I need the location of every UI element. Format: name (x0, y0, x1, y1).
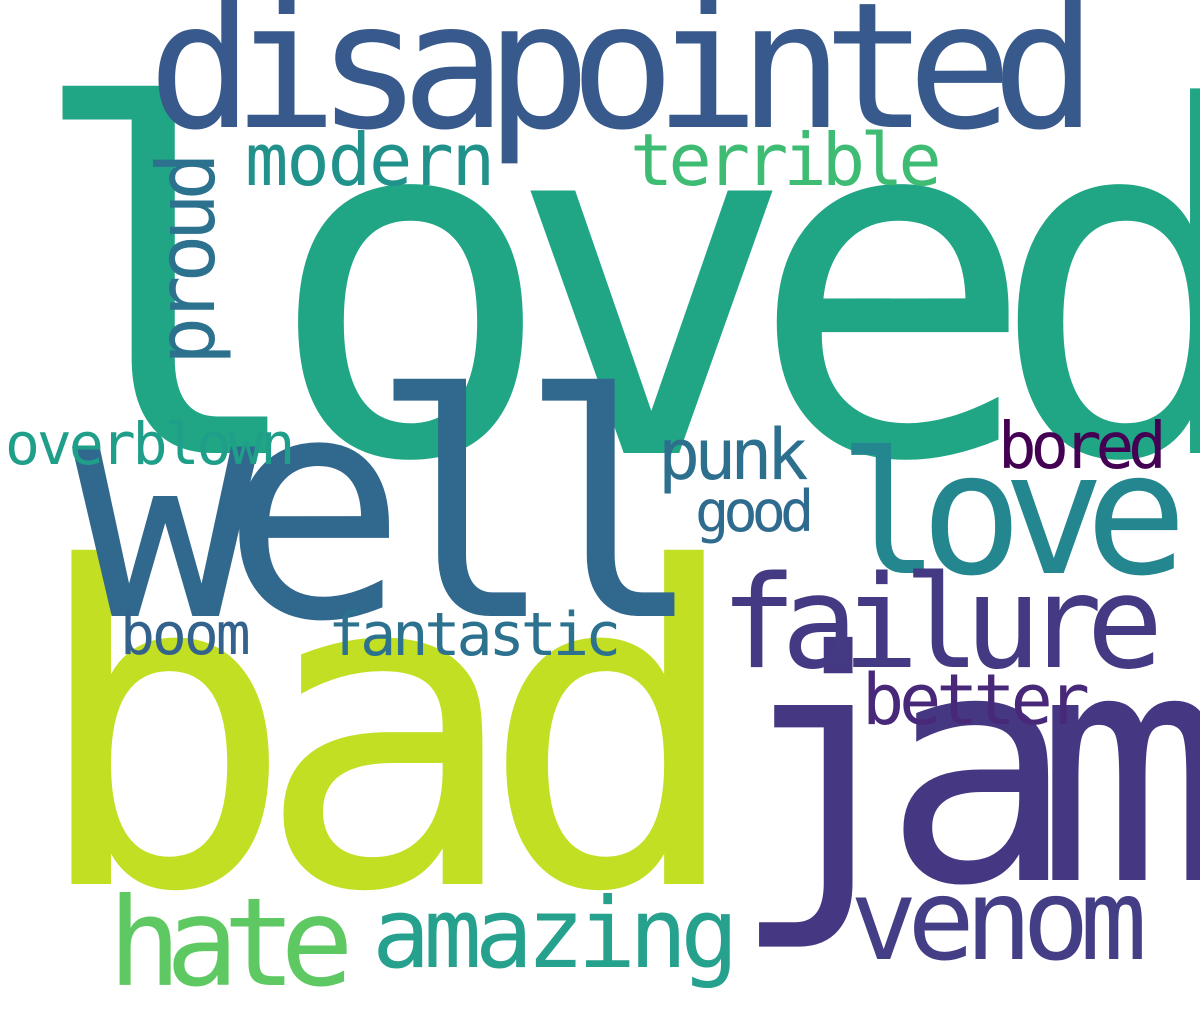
word-amazing: amazing (372, 877, 739, 990)
word-punk: punk (658, 414, 809, 496)
word-love: love (838, 416, 1187, 614)
word-jam: jam (730, 584, 1200, 956)
word-well: well (72, 329, 705, 690)
word-proud: proud (140, 159, 233, 365)
word-bad: bad (30, 476, 745, 988)
word-boom: boom (120, 600, 251, 668)
word-venom: venom (850, 856, 1147, 986)
word-loved: loved (25, 8, 1200, 567)
word-better: better (862, 659, 1090, 741)
word-hate: hate (108, 872, 354, 1014)
word-fantastic: fantastic (328, 600, 621, 670)
word-overblown: overblown (5, 410, 295, 478)
word-disapointed: disapointed (148, 0, 1097, 169)
word-good: good (695, 479, 814, 545)
word-modern: modern (245, 118, 495, 202)
word-bored: bored (998, 410, 1167, 484)
word-terrible: terrible (630, 118, 942, 202)
word-failure: failure (720, 549, 1163, 698)
